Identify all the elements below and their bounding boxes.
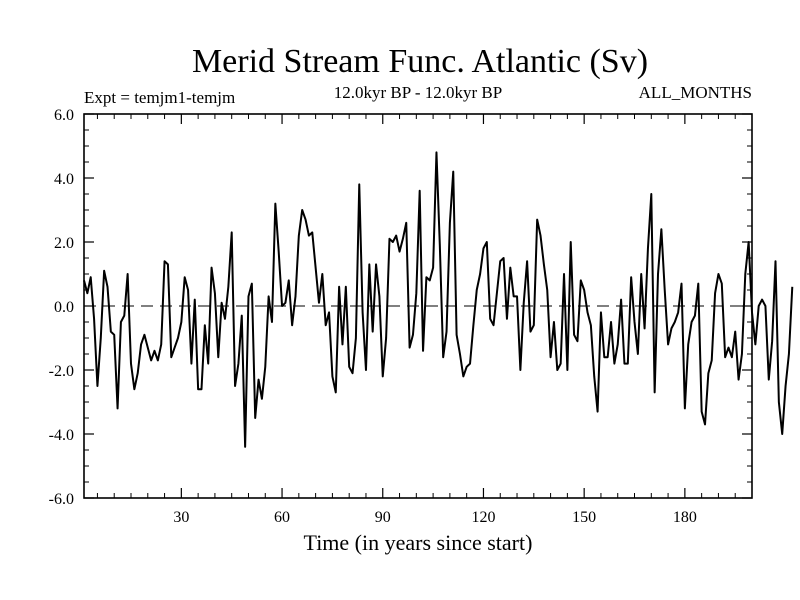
y-tick-label: -2.0 — [49, 363, 74, 380]
y-tick-label: 0.0 — [54, 299, 74, 316]
plot-area — [83, 113, 794, 499]
x-tick-label: 180 — [673, 509, 697, 526]
period-label: 12.0kyr BP - 12.0kyr BP — [334, 83, 502, 102]
chart-title: Merid Stream Func. Atlantic (Sv) — [192, 43, 648, 80]
y-tick-label: 6.0 — [54, 107, 74, 124]
x-tick-label: 30 — [173, 509, 189, 526]
experiment-label: Expt = temjm1-temjm — [84, 88, 235, 107]
season-label: ALL_MONTHS — [639, 83, 752, 102]
y-tick-label: -6.0 — [49, 491, 74, 508]
series-line — [83, 151, 794, 448]
y-tick-label: 4.0 — [54, 171, 74, 188]
x-tick-label: 90 — [375, 509, 391, 526]
x-tick-label: 60 — [274, 509, 290, 526]
axes-ticks: 30 60 90 120 150 180 -6.0 -4.0 -2.0 0.0 2.0 4.0 6.0 — [49, 107, 752, 526]
x-tick-label: 150 — [572, 509, 596, 526]
x-axis-label: Time (in years since start) — [304, 530, 533, 555]
y-tick-label: -4.0 — [49, 427, 74, 444]
y-tick-label: 2.0 — [54, 235, 74, 252]
x-tick-label: 120 — [471, 509, 495, 526]
